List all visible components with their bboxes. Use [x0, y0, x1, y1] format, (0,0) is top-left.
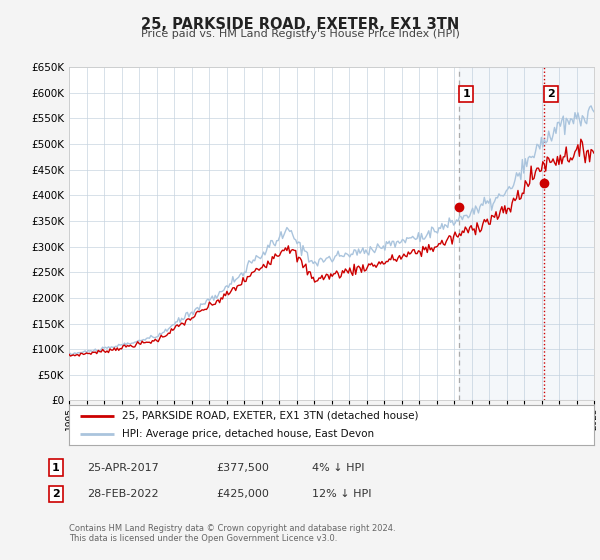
Text: 12% ↓ HPI: 12% ↓ HPI — [312, 489, 371, 499]
Text: 25, PARKSIDE ROAD, EXETER, EX1 3TN (detached house): 25, PARKSIDE ROAD, EXETER, EX1 3TN (deta… — [121, 411, 418, 421]
Text: 28-FEB-2022: 28-FEB-2022 — [87, 489, 158, 499]
Text: 25, PARKSIDE ROAD, EXETER, EX1 3TN: 25, PARKSIDE ROAD, EXETER, EX1 3TN — [141, 17, 459, 32]
Text: Contains HM Land Registry data © Crown copyright and database right 2024.
This d: Contains HM Land Registry data © Crown c… — [69, 524, 395, 543]
Text: £377,500: £377,500 — [216, 463, 269, 473]
Text: HPI: Average price, detached house, East Devon: HPI: Average price, detached house, East… — [121, 430, 374, 439]
Bar — [460, 67, 600, 400]
Text: 2: 2 — [52, 489, 59, 499]
Text: 4% ↓ HPI: 4% ↓ HPI — [312, 463, 365, 473]
Text: £425,000: £425,000 — [216, 489, 269, 499]
Text: Price paid vs. HM Land Registry's House Price Index (HPI): Price paid vs. HM Land Registry's House … — [140, 29, 460, 39]
Text: 25-APR-2017: 25-APR-2017 — [87, 463, 159, 473]
Text: 1: 1 — [463, 89, 470, 99]
Text: 1: 1 — [52, 463, 59, 473]
Text: 2: 2 — [547, 89, 555, 99]
